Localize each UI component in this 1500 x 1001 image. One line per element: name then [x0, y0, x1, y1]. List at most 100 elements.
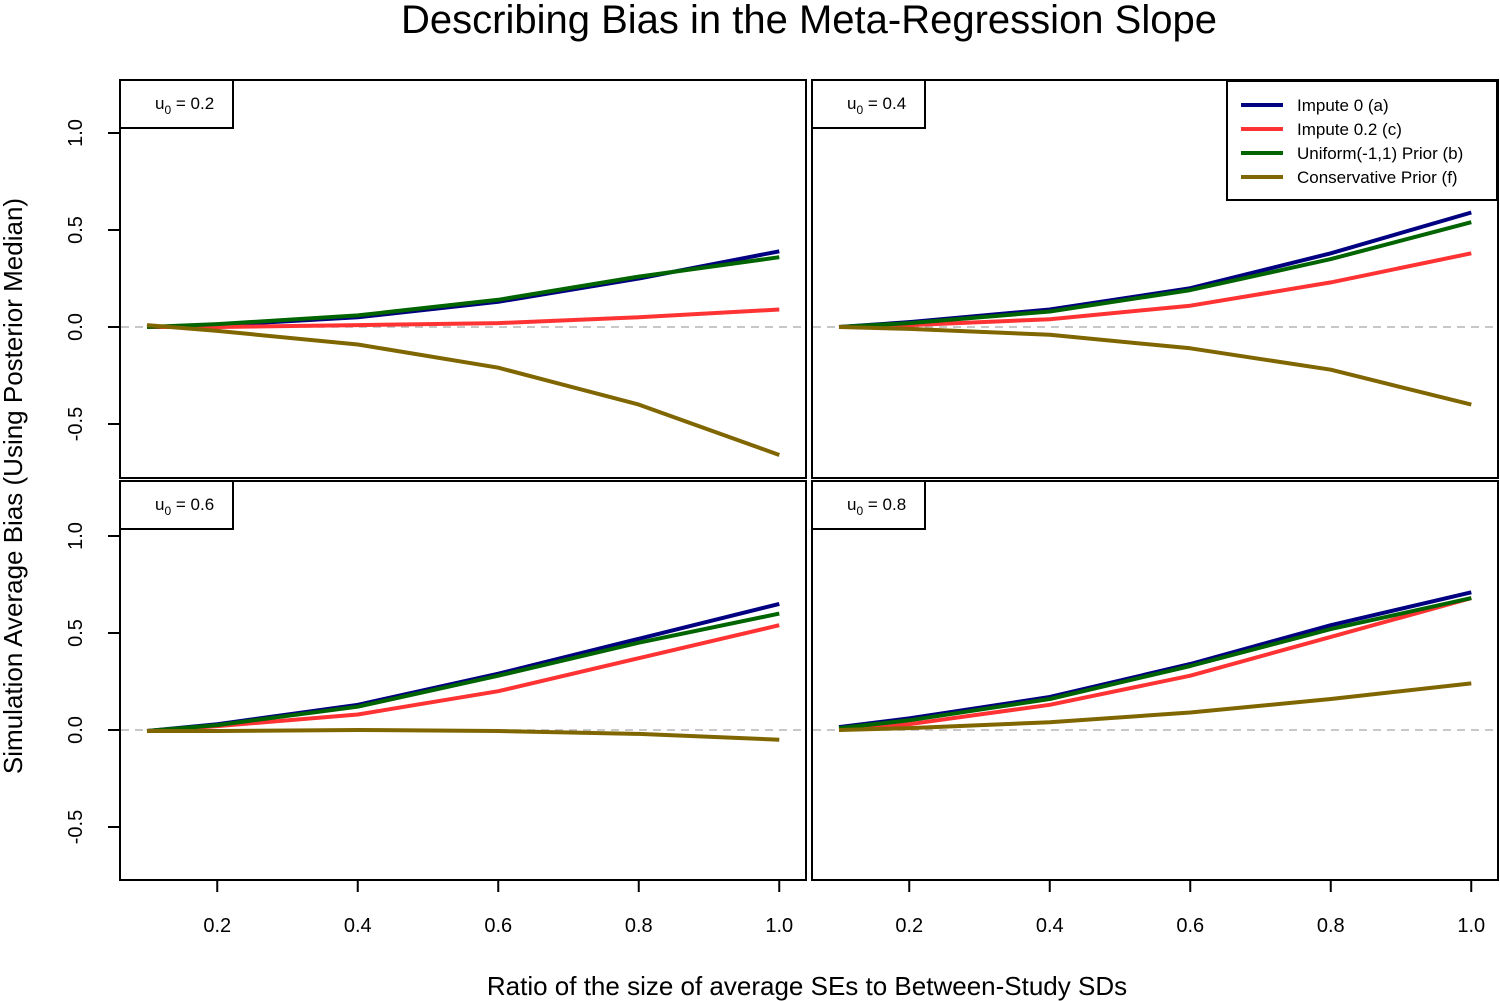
data-point [1469, 596, 1473, 600]
series-line-4 [838, 325, 1472, 407]
data-point [1048, 697, 1052, 701]
y-tick-label: 1.0 [65, 522, 87, 550]
data-point [215, 729, 219, 733]
data-point [907, 327, 911, 331]
data-point [837, 728, 841, 732]
data-point [145, 729, 149, 733]
data-point [356, 713, 360, 717]
data-point [1469, 590, 1473, 594]
data-point [1188, 711, 1192, 715]
data-point [1188, 664, 1192, 668]
panel-4: u0 = 0.8 [811, 480, 1499, 881]
y-tick-label: 0.0 [65, 716, 87, 744]
data-point [777, 308, 781, 312]
legend-label: Conservative Prior (f) [1297, 168, 1458, 187]
panel-label: u0 = 0.8 [847, 495, 906, 518]
series-line-2 [147, 307, 780, 329]
x-tick-label: 1.0 [1457, 915, 1485, 937]
data-point [777, 623, 781, 627]
series-line-4 [146, 323, 780, 457]
axes-group: -0.5 0.0 0.5 1.0 -0.5 0.0 0.5 1.0 0.2 0.4 0.6 0.8 1.… [65, 119, 1485, 937]
series-line-2 [838, 596, 1472, 732]
data-point [637, 656, 641, 660]
x-tick-label: 0.2 [203, 915, 231, 937]
data-point [777, 255, 781, 259]
data-point [637, 403, 641, 407]
data-point [777, 612, 781, 616]
y-tick-label: 0.0 [65, 313, 87, 341]
data-point [1188, 674, 1192, 678]
series-line-4 [147, 728, 780, 742]
data-point [496, 298, 500, 302]
data-point [837, 325, 841, 329]
data-point [356, 313, 360, 317]
x-tick-label: 0.6 [1176, 915, 1204, 937]
y-tick-label: 1.0 [65, 119, 87, 147]
data-point [907, 718, 911, 722]
panels-group: u0 = 0.2 u0 = 0.4 u0 = 0.6 u0 = 0.8 [119, 79, 1499, 881]
legend-label: Uniform(-1,1) Prior (b) [1297, 144, 1463, 163]
series-line-3 [838, 220, 1472, 329]
data-point [1048, 333, 1052, 337]
x-tick-label: 0.4 [344, 915, 372, 937]
data-point [1048, 703, 1052, 707]
data-point [356, 343, 360, 347]
x-axis-title: Ratio of the size of average SEs to Betw… [487, 971, 1127, 1001]
data-point [1329, 635, 1333, 639]
data-point [496, 366, 500, 370]
data-point [1469, 211, 1473, 215]
panel-1: u0 = 0.2 [119, 79, 807, 479]
data-point [1048, 317, 1052, 321]
data-point [637, 315, 641, 319]
x-tick-label: 0.2 [895, 915, 923, 937]
data-point [1329, 257, 1333, 261]
x-tick-label: 0.8 [1317, 915, 1345, 937]
legend-box [1226, 80, 1498, 201]
x-tick-label: 0.6 [484, 915, 512, 937]
data-point [907, 726, 911, 730]
data-point [496, 674, 500, 678]
data-point [145, 323, 149, 327]
data-point [496, 321, 500, 325]
data-point [1469, 681, 1473, 685]
panel-label-box [119, 79, 234, 129]
data-point [907, 722, 911, 726]
data-point [637, 732, 641, 736]
panel-frame [811, 79, 1499, 479]
panel-label: u0 = 0.4 [847, 94, 906, 117]
y-tick-label: -0.5 [65, 810, 87, 844]
data-point [777, 602, 781, 606]
panel-label-box [811, 79, 926, 129]
panel-label: u0 = 0.2 [155, 94, 214, 117]
x-tick-label: 0.8 [625, 915, 653, 937]
data-point [1188, 304, 1192, 308]
panel-frame [119, 480, 807, 881]
panel-label-box [811, 480, 926, 530]
data-point [777, 453, 781, 457]
data-point [777, 249, 781, 253]
data-point [1329, 280, 1333, 284]
data-point [1469, 403, 1473, 407]
series-line-3 [146, 255, 780, 329]
data-point [356, 705, 360, 709]
series-line-3 [146, 611, 780, 733]
data-point [777, 738, 781, 742]
data-point [215, 322, 219, 326]
data-point [1329, 627, 1333, 631]
x-tick-label: 1.0 [765, 915, 793, 937]
panel-label-box [119, 480, 234, 530]
data-point [1329, 697, 1333, 701]
x-tick-label: 0.4 [1036, 915, 1064, 937]
data-point [215, 329, 219, 333]
data-point [496, 689, 500, 693]
panel-3: u0 = 0.6 [119, 480, 807, 881]
data-point [637, 637, 641, 641]
data-point [1469, 251, 1473, 255]
data-point [1329, 368, 1333, 372]
series-line-1 [838, 590, 1472, 730]
data-point [356, 323, 360, 327]
panel-label: u0 = 0.6 [155, 495, 214, 518]
data-point [1469, 220, 1473, 224]
panel-2: u0 = 0.4 [811, 79, 1499, 479]
